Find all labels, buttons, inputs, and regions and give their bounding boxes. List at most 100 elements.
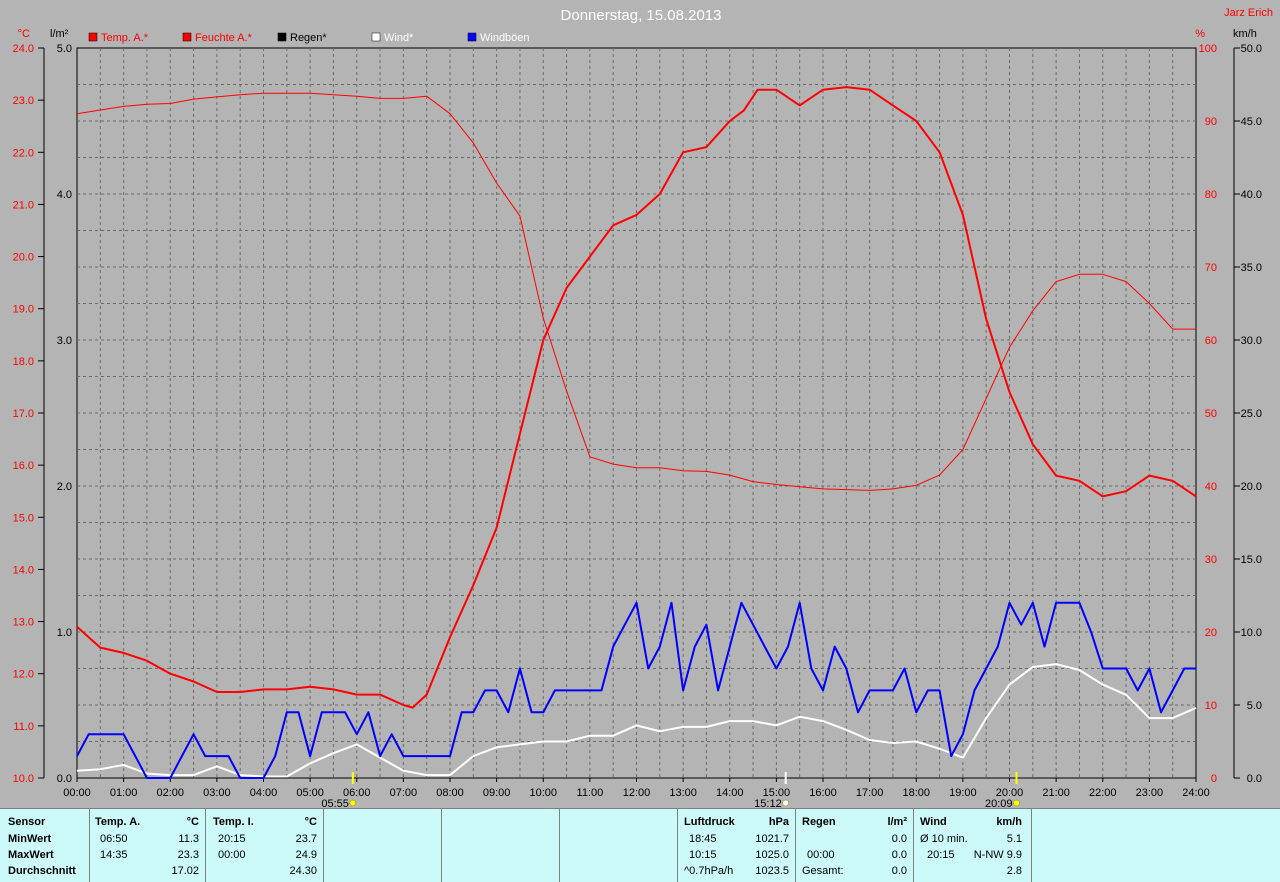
wind-mean-value: 2.8	[1006, 865, 1022, 877]
temp-tick-label: 10.0	[13, 773, 34, 785]
x-tick-label: 01:00	[110, 787, 138, 799]
rain-max-time: 00:00	[807, 849, 835, 861]
temp-a-max-time: 14:35	[100, 849, 128, 861]
legend-swatch	[467, 32, 477, 42]
stats-rain-col: Regen l/m² 0.0 00:00 0.0 Gesamt: 0.0	[795, 809, 914, 882]
temp-tick-label: 14.0	[13, 564, 34, 576]
x-tick-label: 22:00	[1089, 787, 1117, 799]
x-tick-label: 05:00	[296, 787, 324, 799]
temp-tick-label: 19.0	[13, 304, 34, 316]
wind-tick-label: 45.0	[1241, 116, 1262, 128]
pressure-trend: ^0.7hPa/h	[684, 865, 734, 877]
stats-temp-i-col: Temp. I. °C 20:15 23.7 00:00 24.9 24.30	[205, 809, 324, 882]
hum-tick-label: 50	[1205, 408, 1217, 420]
x-tick-label: 13:00	[669, 787, 697, 799]
wind-unit: km/h	[996, 816, 1022, 828]
rain-tick-label: 5.0	[57, 43, 72, 55]
stats-pressure-col: Luftdruck hPa 18:45 1021.7 10:15 1025.0 …	[677, 809, 796, 882]
legend-swatch	[182, 32, 192, 42]
wind-tick-label: 30.0	[1241, 335, 1262, 347]
temp-tick-label: 16.0	[13, 460, 34, 472]
sun-markers: 05:55 15:12 20:09	[321, 772, 1020, 808]
wind-unit-label: km/h	[1233, 28, 1257, 40]
temp-tick-label: 23.0	[13, 95, 34, 107]
x-tick-label: 24:00	[1182, 787, 1210, 799]
rain-unit-label: l/m²	[50, 28, 69, 40]
wind-tick-label: 20.0	[1241, 481, 1262, 493]
row-label-max: MaxWert	[8, 849, 54, 861]
hum-tick-label: 20	[1205, 627, 1217, 639]
sunset-marker-label: 20:09	[985, 798, 1013, 808]
legend-label: Regen*	[290, 32, 327, 44]
temp-tick-label: 15.0	[13, 512, 34, 524]
rain-tick-label: 0.0	[57, 773, 72, 785]
sunrise-marker-icon	[349, 799, 357, 807]
temp-a-unit: °C	[186, 816, 199, 828]
temp-i-avg-value: 24.30	[289, 865, 317, 877]
temp-tick-label: 12.0	[13, 669, 34, 681]
x-tick-label: 04:00	[250, 787, 278, 799]
temp-a-header: Temp. A.	[95, 816, 141, 828]
hum-tick-label: 40	[1205, 481, 1217, 493]
legend-label: Feuchte A.*	[195, 32, 253, 44]
pressure-header: Luftdruck	[684, 816, 735, 828]
legend-swatch	[371, 32, 381, 42]
rain-total-label: Gesamt:	[802, 865, 844, 877]
series-windböen-line	[76, 601, 1196, 779]
weather-chart: Donnerstag, 15.08.2013 Jarz Erich °C l/m…	[13, 7, 1273, 808]
x-tick-label: 12:00	[623, 787, 651, 799]
row-label-avg: Durchschnitt	[8, 865, 76, 877]
x-tick-label: 08:00	[436, 787, 464, 799]
temp-tick-label: 20.0	[13, 252, 34, 264]
wind-tick-label: 40.0	[1241, 189, 1262, 201]
wind-tick-label: 5.0	[1247, 700, 1262, 712]
x-tick-label: 09:00	[483, 787, 511, 799]
temp-i-min-time: 20:15	[218, 833, 246, 845]
temp-tick-label: 13.0	[13, 617, 34, 629]
pressure-max-time: 10:15	[689, 849, 717, 861]
rain-max-value: 0.0	[891, 849, 907, 861]
legend-label: Wind*	[384, 32, 414, 44]
wind-tick-label: 0.0	[1247, 773, 1262, 785]
x-tick-label: 16:00	[809, 787, 837, 799]
axes: 10.0 11.0 12.0 13.0 14.0 15.0 16.0 17.0 18.0 19.0…	[13, 43, 1262, 799]
series-feuchte-a-line	[76, 92, 1196, 491]
rain-tick-label: 1.0	[57, 627, 72, 639]
pressure-unit: hPa	[768, 816, 789, 828]
temp-i-header: Temp. I.	[213, 816, 254, 828]
wind-tick-label: 50.0	[1241, 43, 1262, 55]
x-tick-label: 15:00	[763, 787, 791, 799]
temp-a-max-value: 23.3	[177, 849, 199, 861]
x-tick-label: 00:00	[63, 787, 91, 799]
temp-i-unit: °C	[304, 816, 317, 828]
hum-tick-label: 100	[1199, 43, 1217, 55]
hum-tick-label: 10	[1205, 700, 1217, 712]
sunrise-marker-label: 05:55	[321, 798, 349, 808]
wind-tick-label: 25.0	[1241, 408, 1262, 420]
rain-header: Regen	[802, 816, 836, 828]
pressure-avg-value: 1023.5	[755, 865, 789, 877]
legend-label: Temp. A.*	[101, 32, 149, 44]
temp-tick-label: 24.0	[13, 43, 34, 55]
noon-marker-label: 15:12	[754, 798, 782, 808]
stats-temp-a-col: Temp. A. °C 06:50 11.3 14:35 23.3 17.02	[89, 809, 206, 882]
noon-marker-icon	[782, 799, 789, 807]
wind-tick-label: 35.0	[1241, 262, 1262, 274]
pressure-min-value: 1021.7	[755, 833, 789, 845]
temp-tick-label: 21.0	[13, 199, 34, 211]
temp-i-min-value: 23.7	[295, 833, 317, 845]
temp-i-max-time: 00:00	[218, 849, 246, 861]
stats-empty-col-2	[441, 809, 560, 882]
chart-title: Donnerstag, 15.08.2013	[561, 7, 722, 24]
x-tick-label: 23:00	[1136, 787, 1164, 799]
x-tick-label: 21:00	[1042, 787, 1070, 799]
wind-tick-label: 15.0	[1241, 554, 1262, 566]
temp-a-avg-value: 17.02	[171, 865, 199, 877]
temp-tick-label: 18.0	[13, 356, 34, 368]
temp-i-max-value: 24.9	[295, 849, 317, 861]
legend-swatch	[277, 32, 287, 42]
stats-empty-col-3	[559, 809, 678, 882]
stats-panel: Sensor MinWert MaxWert Durchschnitt Temp…	[0, 808, 1280, 882]
rain-tick-label: 3.0	[57, 335, 72, 347]
legend: Temp. A.* Feuchte A.* Regen* Wind* Windböen	[88, 32, 530, 44]
